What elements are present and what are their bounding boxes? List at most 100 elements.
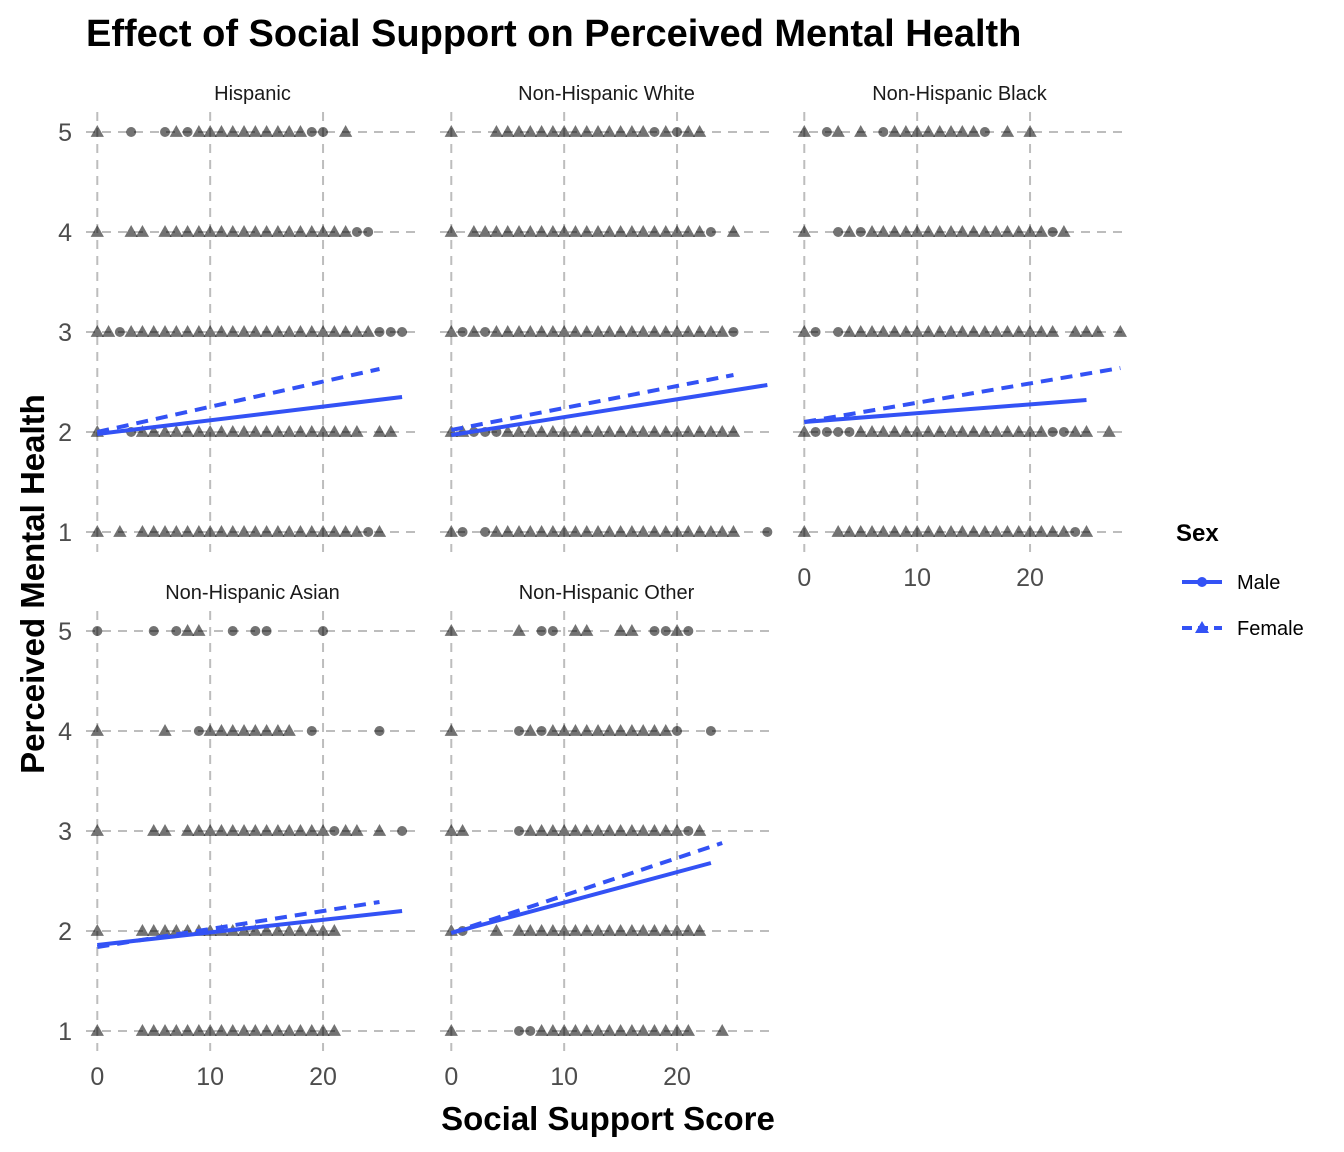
point-female bbox=[282, 125, 296, 137]
point-female bbox=[966, 125, 981, 137]
point-female bbox=[512, 425, 526, 437]
point-female bbox=[248, 425, 262, 437]
point-female bbox=[271, 724, 285, 736]
point-female bbox=[467, 325, 481, 337]
point-female bbox=[271, 125, 285, 137]
trend-line-male bbox=[450, 383, 768, 437]
legend: Sex Male Female bbox=[1176, 520, 1304, 640]
point-female bbox=[602, 325, 616, 337]
point-female bbox=[625, 525, 639, 537]
point-female bbox=[489, 225, 504, 237]
point-male bbox=[514, 1026, 525, 1036]
legend-title: Sex bbox=[1176, 520, 1219, 547]
point-male bbox=[762, 527, 773, 537]
point-female bbox=[226, 125, 240, 137]
point-female bbox=[169, 525, 183, 537]
point-female bbox=[568, 724, 583, 736]
trend-line-female bbox=[450, 841, 723, 935]
point-female bbox=[933, 325, 947, 337]
point-female bbox=[1000, 525, 1015, 537]
point-female bbox=[989, 225, 1003, 237]
point-female bbox=[681, 425, 695, 437]
point-female bbox=[1091, 325, 1105, 337]
point-female bbox=[489, 525, 504, 537]
point-female bbox=[591, 125, 605, 137]
point-female bbox=[237, 325, 251, 337]
point-female bbox=[282, 924, 296, 936]
point-female bbox=[704, 525, 718, 537]
point-male bbox=[878, 127, 889, 137]
point-male bbox=[193, 726, 204, 736]
point-female bbox=[1045, 325, 1060, 337]
point-female bbox=[692, 425, 707, 437]
point-male bbox=[649, 127, 660, 137]
point-female bbox=[203, 325, 217, 337]
panel-label: Non-Hispanic Black bbox=[872, 83, 1048, 105]
point-female bbox=[1023, 525, 1037, 537]
point-female bbox=[1023, 125, 1037, 137]
point-female bbox=[797, 225, 811, 237]
point-female bbox=[203, 125, 217, 137]
point-female bbox=[681, 525, 695, 537]
point-female bbox=[546, 824, 560, 836]
point-female bbox=[557, 824, 571, 836]
point-female bbox=[90, 525, 104, 537]
point-female bbox=[293, 225, 308, 237]
point-male bbox=[810, 427, 821, 437]
y-axis-title: Perceived Mental Health bbox=[14, 394, 51, 774]
chart-title: Effect of Social Support on Perceived Me… bbox=[86, 13, 1021, 55]
legend-label: Male bbox=[1237, 572, 1280, 594]
point-female bbox=[192, 1024, 206, 1036]
point-male bbox=[1058, 427, 1069, 437]
point-female bbox=[158, 225, 172, 237]
point-male bbox=[480, 527, 491, 537]
point-female bbox=[557, 225, 571, 237]
point-female bbox=[282, 1024, 296, 1036]
point-female bbox=[613, 724, 628, 736]
point-female bbox=[271, 425, 285, 437]
point-female bbox=[602, 525, 616, 537]
point-female bbox=[659, 824, 673, 836]
point-female bbox=[546, 325, 560, 337]
point-female bbox=[887, 525, 902, 537]
point-female bbox=[124, 225, 138, 237]
point-female bbox=[512, 624, 526, 636]
point-female bbox=[147, 824, 161, 836]
point-female bbox=[523, 924, 537, 936]
point-female bbox=[636, 525, 650, 537]
point-female bbox=[226, 1024, 240, 1036]
point-female bbox=[282, 225, 296, 237]
point-female bbox=[512, 525, 526, 537]
point-male bbox=[1070, 527, 1081, 537]
point-female bbox=[350, 525, 364, 537]
point-female bbox=[90, 225, 104, 237]
point-female bbox=[147, 924, 161, 936]
point-female bbox=[854, 125, 868, 137]
point-female bbox=[989, 325, 1003, 337]
x-tick-label: 20 bbox=[1016, 564, 1044, 592]
y-tick-label: 1 bbox=[58, 519, 72, 547]
point-female bbox=[659, 125, 673, 137]
point-male bbox=[672, 127, 683, 137]
point-female bbox=[602, 824, 616, 836]
point-male bbox=[306, 726, 317, 736]
point-male bbox=[374, 327, 385, 337]
point-male bbox=[979, 127, 990, 137]
point-female bbox=[591, 1024, 605, 1036]
point-female bbox=[534, 225, 549, 237]
point-male bbox=[536, 726, 547, 736]
point-female bbox=[659, 1024, 673, 1036]
point-female bbox=[169, 1024, 183, 1036]
point-female bbox=[192, 425, 206, 437]
point-female bbox=[147, 325, 161, 337]
legend-circle-icon bbox=[1197, 577, 1207, 587]
point-female bbox=[580, 624, 594, 636]
point-female bbox=[568, 1024, 583, 1036]
point-female bbox=[293, 325, 308, 337]
point-female bbox=[591, 425, 605, 437]
point-female bbox=[910, 125, 924, 137]
point-female bbox=[933, 125, 947, 137]
point-female bbox=[876, 525, 890, 537]
point-female bbox=[613, 1024, 628, 1036]
point-female bbox=[602, 125, 616, 137]
